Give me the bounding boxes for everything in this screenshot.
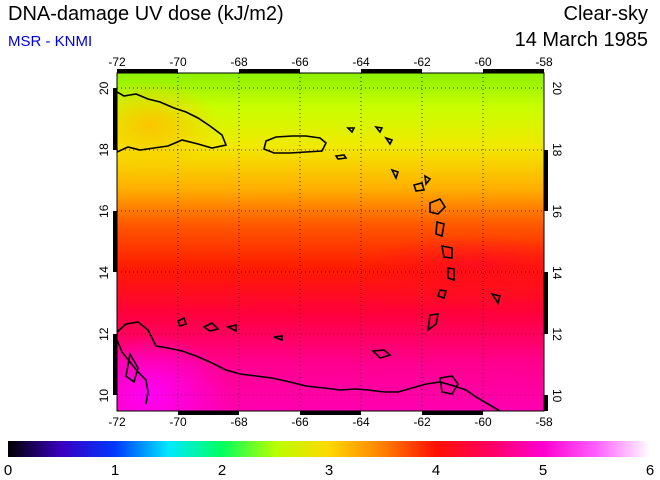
- lon-tick-label: -58: [535, 415, 553, 429]
- island-1: [390, 168, 400, 181]
- lat-tick-label: 20: [97, 81, 111, 95]
- north-islands: [346, 125, 394, 146]
- st-lucia: [447, 267, 455, 282]
- guadeloupe: [429, 198, 447, 215]
- lat-tick-label: 16: [97, 204, 111, 218]
- lat-tick-label: 10: [97, 389, 111, 403]
- st-vincent: [436, 289, 448, 300]
- island-3: [424, 174, 432, 186]
- coastlines: [117, 91, 501, 411]
- island-curacao: [202, 322, 220, 332]
- lat-tick-label: 18: [550, 143, 564, 157]
- lat-tick-label: 18: [97, 143, 111, 157]
- lon-tick-label: -70: [169, 415, 187, 429]
- uv-field: [117, 73, 544, 411]
- margarita-coast: [371, 349, 392, 359]
- island-aruba: [176, 316, 188, 327]
- lon-ticks-bottom: -72 -70 -68 -66 -64 -62 -60 -58: [108, 415, 553, 429]
- colorbar-tick-label: 3: [324, 462, 334, 479]
- lon-tick-label: -70: [169, 55, 187, 69]
- colorbar: [8, 441, 650, 457]
- dominica: [435, 220, 445, 238]
- trinidad-coast: [439, 375, 459, 395]
- martinique: [441, 244, 453, 259]
- island-vi: [334, 154, 348, 160]
- lon-tick-label: -64: [352, 415, 370, 429]
- lon-tick-label: -72: [108, 415, 126, 429]
- south-america-coast: [117, 321, 501, 411]
- lon-tick-label: -60: [474, 415, 492, 429]
- lon-tick-label: -64: [352, 55, 370, 69]
- lon-tick-label: -68: [230, 55, 248, 69]
- hispaniola-coast: [117, 91, 228, 153]
- lon-tick-label: -62: [413, 415, 431, 429]
- colorbar-tick-label: 0: [3, 462, 13, 479]
- lat-tick-label: 12: [97, 327, 111, 341]
- date-label: 14 March 1985: [514, 29, 648, 51]
- island-bonaire: [225, 323, 237, 333]
- source-label: MSR - KNMI: [8, 33, 93, 50]
- lat-tick-label: 10: [550, 389, 564, 403]
- paraguana-coast: [117, 339, 149, 405]
- lon-tick-label: -62: [413, 55, 431, 69]
- island-tortuga: [273, 335, 283, 342]
- graticule: [117, 73, 544, 411]
- lat-tick-label: 12: [550, 328, 564, 342]
- lon-tick-label: -66: [291, 55, 309, 69]
- lon-tick-label: -66: [291, 415, 309, 429]
- island-2: [412, 182, 426, 192]
- grenadines: [426, 313, 440, 332]
- lat-tick-label: 14: [550, 266, 564, 280]
- lon-tick-label: -58: [535, 55, 553, 69]
- lon-ticks-top: -72 -70 -68 -66 -64 -62 -60 -58: [108, 55, 553, 69]
- lat-tick-label: 20: [550, 82, 564, 96]
- lake-maracaibo: [125, 351, 139, 384]
- frame-ticks: [113, 69, 548, 415]
- lon-tick-label: -60: [474, 55, 492, 69]
- lon-tick-label: -72: [108, 55, 126, 69]
- barbados: [490, 292, 501, 305]
- lat-tick-label: 14: [97, 266, 111, 280]
- lat-ticks-left: 10 12 14 16 18 20: [97, 81, 111, 402]
- sky-condition-label: Clear-sky: [563, 3, 648, 25]
- colorbar-tick-label: 6: [645, 462, 655, 479]
- colorbar-tick-label: 5: [538, 462, 548, 479]
- colorbar-tick-label: 1: [110, 462, 120, 479]
- puerto-rico-coast: [263, 135, 327, 154]
- map-title: DNA-damage UV dose (kJ/m2): [8, 3, 284, 25]
- lon-tick-label: -68: [230, 415, 248, 429]
- lat-tick-label: 16: [550, 205, 564, 219]
- colorbar-tick-label: 4: [431, 462, 441, 479]
- colorbar-tick-label: 2: [217, 462, 227, 479]
- lat-ticks-right: 10 12 14 16 18 20: [550, 82, 564, 403]
